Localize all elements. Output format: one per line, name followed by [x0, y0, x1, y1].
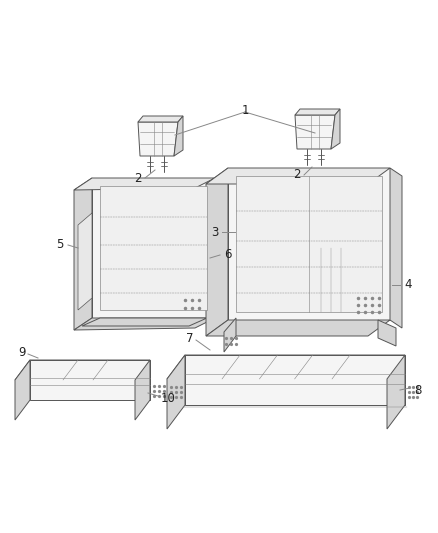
Polygon shape: [206, 168, 390, 184]
Polygon shape: [100, 186, 207, 310]
Polygon shape: [92, 178, 215, 318]
Polygon shape: [74, 318, 215, 330]
Polygon shape: [206, 168, 228, 336]
Polygon shape: [295, 115, 335, 149]
Polygon shape: [167, 355, 405, 379]
Polygon shape: [15, 360, 30, 420]
Text: 9: 9: [18, 345, 26, 359]
Polygon shape: [74, 178, 215, 190]
Text: 4: 4: [404, 279, 412, 292]
Polygon shape: [390, 168, 402, 328]
Polygon shape: [74, 178, 92, 330]
Text: 2: 2: [293, 168, 301, 182]
Text: 5: 5: [57, 238, 64, 252]
Polygon shape: [135, 360, 150, 420]
Polygon shape: [138, 122, 178, 156]
Polygon shape: [331, 109, 340, 149]
Text: 1: 1: [241, 103, 249, 117]
Text: 3: 3: [211, 225, 219, 238]
Polygon shape: [185, 355, 405, 405]
Polygon shape: [224, 318, 236, 352]
Text: 2: 2: [134, 172, 142, 184]
Polygon shape: [228, 168, 390, 320]
Polygon shape: [236, 176, 382, 312]
Text: 8: 8: [414, 384, 422, 397]
Polygon shape: [378, 320, 396, 346]
Polygon shape: [295, 109, 340, 115]
Text: 7: 7: [186, 332, 194, 344]
Polygon shape: [138, 116, 183, 122]
Text: 6: 6: [224, 248, 232, 262]
Polygon shape: [30, 360, 150, 400]
Polygon shape: [15, 360, 150, 380]
Polygon shape: [174, 116, 183, 156]
Text: 10: 10: [161, 392, 176, 405]
Polygon shape: [82, 318, 207, 326]
Polygon shape: [206, 320, 390, 336]
Polygon shape: [167, 355, 185, 429]
Polygon shape: [387, 355, 405, 429]
Polygon shape: [78, 213, 92, 310]
